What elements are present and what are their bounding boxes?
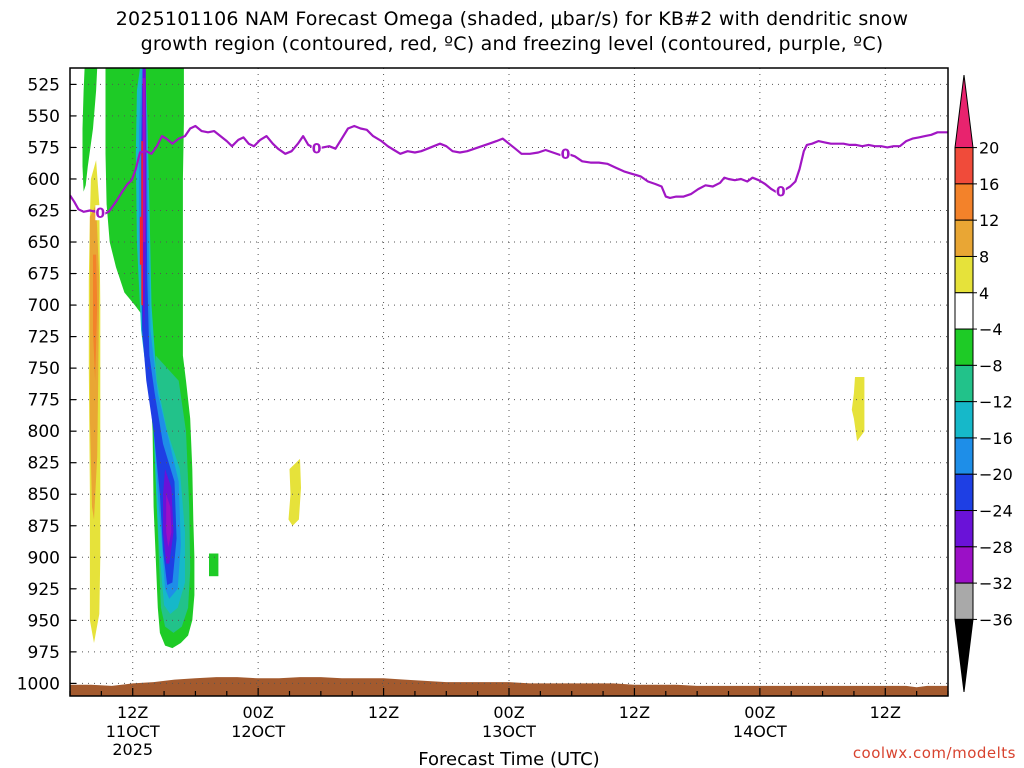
colorbar-bin (954, 401, 974, 439)
x-tick-date: 12OCT (231, 722, 285, 741)
colorbar-bin (954, 219, 974, 257)
colorbar-bin (954, 582, 974, 620)
x-tick-date: 13OCT (482, 722, 536, 741)
colorbar-label: −20 (979, 465, 1013, 484)
y-tick-label: 1000 (17, 674, 60, 694)
colorbar-label: −24 (979, 502, 1013, 521)
y-tick-label: 800 (28, 422, 60, 442)
y-tick-label: 750 (28, 359, 60, 379)
y-tick-label: 925 (28, 580, 60, 600)
y-tick-label: 975 (28, 643, 60, 663)
colorbar-label: −32 (979, 574, 1013, 593)
freezing-level-line (70, 124, 948, 216)
freezing-level-label: 0 (776, 185, 786, 201)
y-tick-label: 775 (28, 391, 60, 411)
x-tick-label: 00Z (744, 703, 775, 722)
y-tick-label: 900 (28, 548, 60, 568)
axes: 525 550 575 600 625 650 675 700 725 750 775 800 825 8… (17, 75, 949, 759)
colorbar-label: 16 (979, 175, 999, 194)
chart-title-line1: 2025101106 NAM Forecast Omega (shaded, μ… (115, 8, 909, 30)
colorbar-bin (954, 437, 974, 475)
colorbar-bin (954, 183, 974, 221)
colorbar-label: 20 (979, 139, 999, 158)
colorbar-bin (954, 328, 974, 366)
x-tick-label: 12Z (619, 703, 650, 722)
omega-region-6 (141, 84, 177, 586)
x-tick-date: 11OCT (106, 722, 160, 741)
contour-lines: 0 0 0 0 (70, 124, 948, 306)
x-tick-label: 00Z (493, 703, 524, 722)
x-tick-label: 12Z (368, 703, 399, 722)
omega-region-2 (209, 553, 219, 577)
colorbar-label: 4 (979, 284, 989, 303)
y-tick-label: 700 (28, 296, 60, 316)
omega-region-15 (93, 254, 98, 381)
y-tick-label: 825 (28, 454, 60, 474)
watermark: coolwx.com/modelts (852, 744, 1016, 762)
y-tick-label: 875 (28, 517, 60, 537)
freezing-level-label: 0 (561, 147, 571, 163)
colorbar-bin (954, 364, 974, 403)
omega-region-0 (82, 68, 98, 192)
colorbar-label: 8 (979, 247, 989, 266)
colorbar-bin (954, 292, 974, 330)
y-tick-label: 725 (28, 328, 60, 348)
freezing-level-label: 0 (95, 206, 105, 222)
y-tick-label: 575 (28, 138, 60, 158)
x-tick-label: 00Z (242, 703, 273, 722)
freezing-level-label: 0 (312, 142, 322, 158)
x-tick-year: 2025 (112, 740, 153, 759)
colorbar-label: −4 (979, 320, 1003, 339)
y-tick-label: 675 (28, 265, 60, 285)
chart-title-line2: growth region (contoured, red, ºC) and f… (140, 33, 884, 55)
colorbar-bin (954, 546, 974, 584)
colorbar-bin (954, 255, 974, 294)
colorbar-bin (954, 510, 974, 548)
y-tick-label: 850 (28, 485, 60, 505)
omega-region-13 (851, 377, 865, 442)
colorbar-label: −36 (979, 610, 1013, 629)
y-tick-label: 525 (28, 75, 60, 95)
colorbar-bottom-arrow (954, 618, 974, 693)
x-tick-date: 14OCT (733, 722, 787, 741)
colorbar-label: −28 (979, 538, 1013, 557)
y-tick-label: 950 (28, 611, 60, 631)
colorbar-bin (954, 473, 974, 512)
omega-region-12 (288, 458, 301, 526)
colorbar-label: −8 (979, 356, 1003, 375)
freezing-label-bg (95, 205, 106, 221)
omega-shading (82, 68, 865, 649)
freezing-label-bg (775, 183, 786, 199)
y-tick-label: 550 (28, 107, 60, 127)
colorbar-bin (954, 147, 974, 185)
x-tick-label: 12Z (870, 703, 901, 722)
x-axis-label: Forecast Time (UTC) (418, 749, 599, 768)
y-tick-label: 650 (28, 233, 60, 253)
freezing-label-bg (311, 140, 322, 156)
grid-lines (70, 68, 948, 696)
omega-region-5 (139, 68, 181, 599)
y-tick-label: 625 (28, 201, 60, 221)
plot-frame (69, 67, 949, 697)
colorbar-top-arrow (954, 74, 974, 149)
freezing-label-bg (560, 146, 571, 162)
omega-region-10 (166, 494, 172, 548)
colorbar: 20 16 12 8 4 −4 −8 −12 −16 −20 −24 −28 −32 −36 (954, 74, 1013, 693)
y-tick-label: 600 (28, 170, 60, 190)
colorbar-label: 12 (979, 211, 999, 230)
colorbar-label: −12 (979, 393, 1013, 412)
omega-region-9 (142, 78, 146, 242)
x-tick-label: 12Z (117, 703, 148, 722)
colorbar-label: −16 (979, 429, 1013, 448)
